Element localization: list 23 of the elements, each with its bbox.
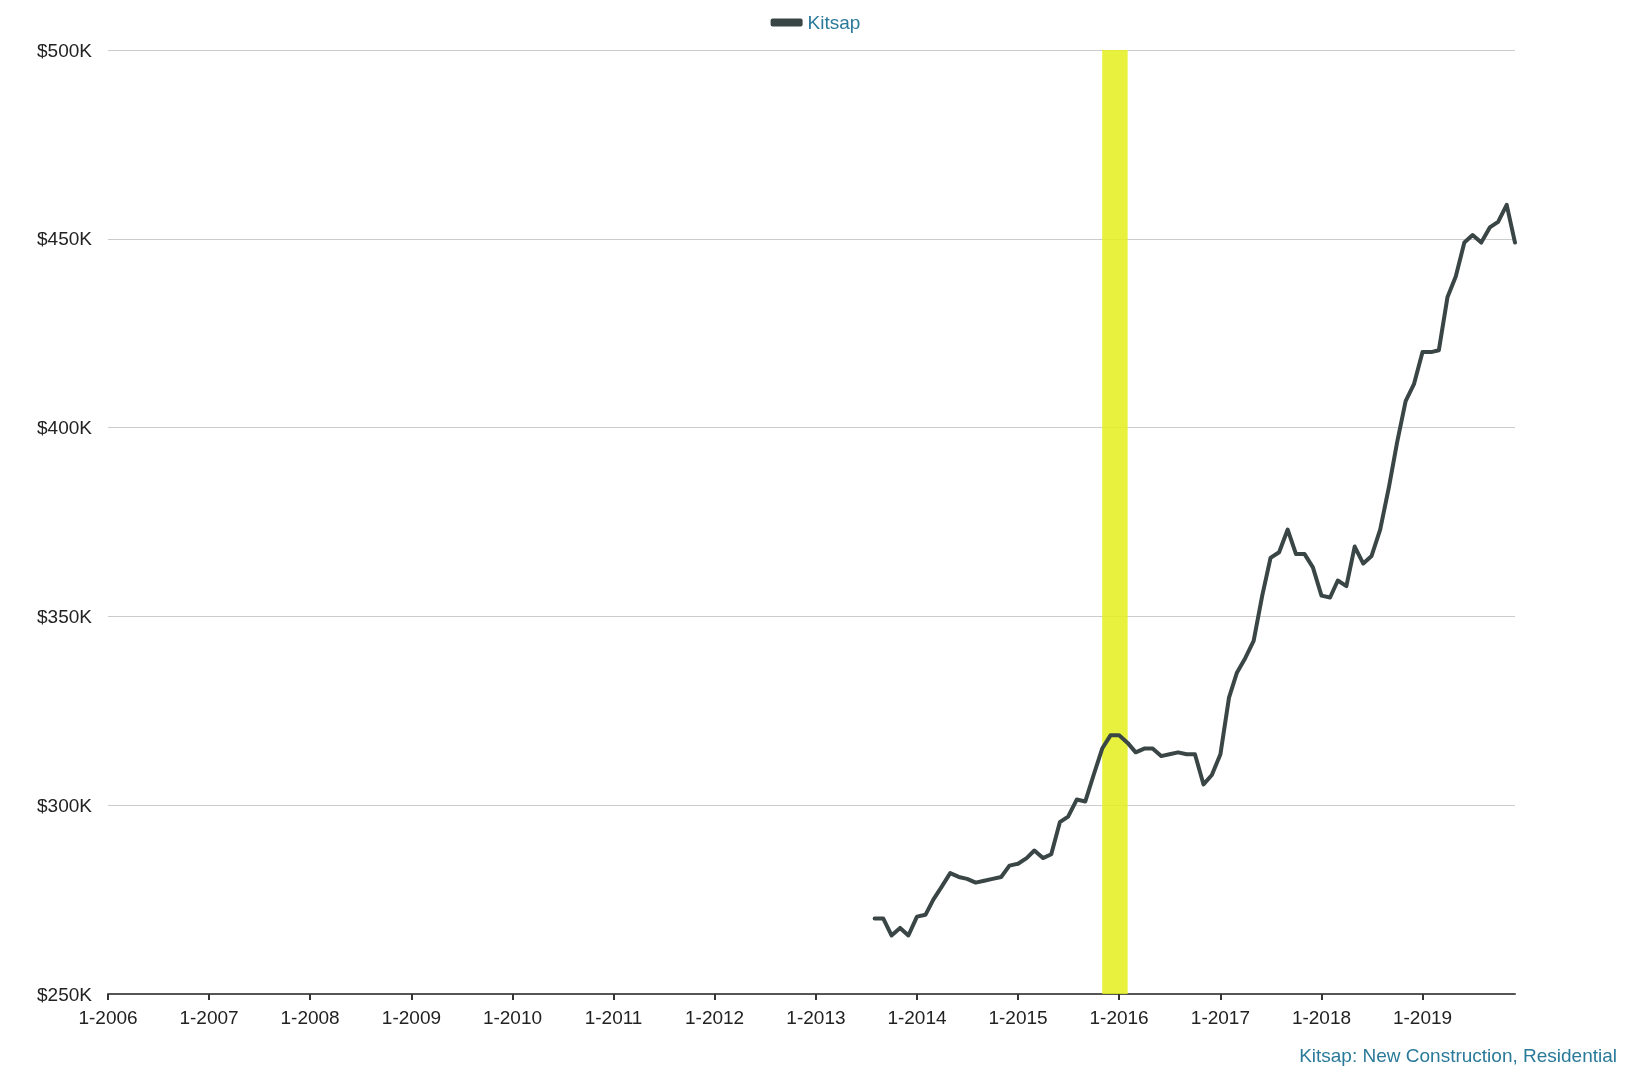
line-series [872, 202, 1517, 938]
x-tick-label: 1-2009 [381, 1007, 442, 1028]
x-tick-label: 1-2008 [280, 1007, 340, 1028]
legend-label: Kitsap [807, 12, 861, 33]
y-tick-label: $350K [37, 605, 93, 627]
y-tick-label: $400K [37, 417, 93, 439]
y-tick-label: $500K [37, 39, 93, 61]
x-tick-label: 1-2014 [887, 1007, 947, 1028]
x-tick-label: 1-2006 [78, 1007, 138, 1028]
x-tick-label: 1-2011 [584, 1007, 643, 1028]
text: Kitsap: New Construction, Residential [1299, 1045, 1618, 1066]
y-tick-label: $300K [37, 794, 93, 816]
x-tick-label: 1-2010 [482, 1007, 543, 1028]
x-tick-label: 1-2012 [685, 1007, 745, 1028]
x-tick-label: 1-2016 [1089, 1007, 1149, 1028]
x-tick-label: 1-2018 [1291, 1007, 1352, 1028]
x-tick-label: 1-2017 [1190, 1007, 1251, 1028]
x-tick-label: 1-2013 [786, 1007, 846, 1028]
y-tick-label: $450K [37, 228, 93, 250]
x-tick-label: 1-2015 [988, 1007, 1048, 1028]
x-tick-label: 1-2019 [1392, 1007, 1453, 1028]
y-tick-label: $250K [37, 983, 93, 1005]
x-tick-label: 1-2007 [179, 1007, 239, 1028]
